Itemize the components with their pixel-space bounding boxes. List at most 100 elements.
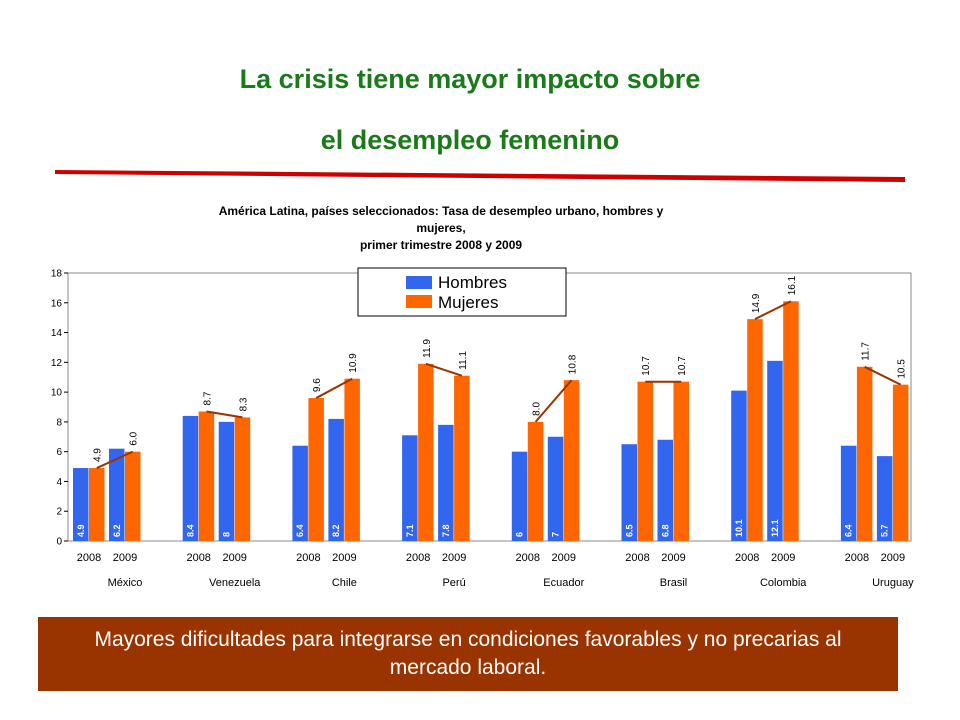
- x-year-label: 2008: [296, 552, 320, 564]
- x-country-label: Brasil: [660, 577, 688, 589]
- trend-line-mujeres: [315, 377, 353, 399]
- data-label-mujeres-2008: 8.7: [202, 391, 213, 405]
- bar-hombres-2008: [182, 415, 199, 541]
- bar-hombres-2008: [511, 451, 528, 541]
- data-label-mujeres-2008: 10.7: [641, 356, 652, 376]
- bar-mujeres-2008: [637, 381, 653, 541]
- chart-title-line-2: mujeres,: [416, 221, 465, 235]
- y-tick-label: 12: [51, 358, 63, 369]
- x-year-label: 2008: [186, 552, 210, 564]
- bar-mujeres-2008: [747, 319, 763, 541]
- legend-swatch-hombres: [406, 276, 432, 289]
- data-label-mujeres-2009: 10.8: [568, 354, 579, 374]
- bar-mujeres-2008: [308, 398, 324, 541]
- bar-hombres-2009: [657, 439, 673, 541]
- slide-title-line2: el desempleo femenino: [320, 125, 620, 155]
- y-tick-label: 8: [56, 417, 62, 428]
- y-tick-label: 0: [56, 537, 62, 548]
- bar-hombres-2008: [731, 390, 747, 541]
- data-label-mujeres-2009: 11.1: [458, 351, 469, 370]
- x-country-label: Uruguay: [872, 577, 914, 589]
- x-year-label: 2008: [735, 552, 759, 564]
- y-tick-label: 6: [56, 447, 62, 458]
- data-label-hombres-2008: 6.4: [844, 524, 854, 537]
- data-label-hombres-2009: 5.7: [880, 524, 890, 537]
- bar-mujeres-2009: [783, 301, 799, 541]
- x-year-label: 2009: [661, 552, 685, 564]
- data-label-mujeres-2009: 8.3: [238, 397, 249, 411]
- bar-mujeres-2009: [344, 378, 360, 541]
- trend-line-mujeres: [425, 362, 463, 377]
- data-label-mujeres-2008: 4.9: [93, 448, 104, 462]
- data-label-mujeres-2008: 11.7: [861, 342, 872, 361]
- bar-hombres-2009: [328, 418, 344, 541]
- x-country-label: Perú: [442, 577, 465, 589]
- y-tick-label: 14: [51, 328, 63, 339]
- bar-hombres-2009: [547, 436, 564, 541]
- data-label-mujeres-2009: 10.7: [677, 356, 688, 376]
- data-label-mujeres-2008: 9.6: [312, 378, 323, 392]
- chart-title-line-1: América Latina, países seleccionados: Ta…: [219, 204, 664, 218]
- data-label-mujeres-2009: 10.5: [897, 359, 908, 379]
- y-tick-label: 4: [56, 477, 62, 488]
- x-year-label: 2008: [77, 552, 101, 564]
- legend-label-hombres: Hombres: [438, 273, 507, 292]
- bar-mujeres-2009: [892, 384, 909, 541]
- data-label-hombres-2008: 8.4: [185, 524, 195, 537]
- bar-hombres-2009: [109, 448, 125, 541]
- x-year-label: 2008: [625, 552, 649, 564]
- bar-hombres-2008: [402, 435, 418, 541]
- caption-text: Mayores dificultades para integrarse en …: [94, 628, 842, 679]
- bar-mujeres-2009: [125, 451, 141, 541]
- trend-line-mujeres: [96, 450, 134, 469]
- data-label-hombres-2009: 7: [551, 532, 561, 537]
- data-label-mujeres-2008: 8.0: [532, 402, 543, 416]
- x-country-label: Colombia: [760, 577, 807, 589]
- data-label-hombres-2008: 7.1: [405, 524, 415, 537]
- x-year-label: 2009: [222, 552, 246, 564]
- x-year-label: 2009: [881, 552, 905, 564]
- data-label-hombres-2008: 4.9: [76, 524, 86, 537]
- slide-title-line1: La crisis tiene mayor impacto sobre: [239, 64, 701, 94]
- title-divider-line: [55, 170, 905, 182]
- trend-line-mujeres: [206, 410, 243, 419]
- bar-mujeres-2008: [856, 366, 873, 541]
- data-label-hombres-2009: 6.8: [660, 524, 670, 537]
- y-tick-label: 18: [51, 269, 63, 280]
- bar-mujeres-2009: [454, 375, 470, 541]
- data-label-hombres-2008: 6: [515, 532, 525, 537]
- x-year-label: 2009: [442, 552, 466, 564]
- data-label-hombres-2009: 6.2: [112, 524, 122, 537]
- caption-box: Mayores dificultades para integrarse en …: [38, 617, 898, 691]
- bar-mujeres-2008: [527, 421, 544, 541]
- legend-label-mujeres: Mujeres: [438, 293, 498, 312]
- legend-box: [357, 267, 567, 317]
- x-year-label: 2009: [771, 552, 795, 564]
- trend-line-mujeres: [754, 300, 792, 321]
- data-label-hombres-2009: 7.8: [441, 524, 451, 537]
- x-country-label: México: [108, 577, 143, 589]
- title-divider: [55, 170, 905, 182]
- bar-hombres-2009: [218, 421, 235, 541]
- data-label-hombres-2008: 6.4: [295, 524, 305, 537]
- data-label-hombres-2009: 8: [221, 532, 231, 537]
- chart-title-line-3: primer trimestre 2008 y 2009: [360, 238, 522, 252]
- bar-mujeres-2008: [418, 363, 434, 541]
- x-year-label: 2008: [845, 552, 869, 564]
- x-country-label: Chile: [332, 577, 357, 589]
- bar-hombres-2008: [73, 468, 89, 541]
- data-label-mujeres-2008: 11.9: [422, 339, 433, 358]
- bar-mujeres-2009: [234, 417, 251, 541]
- data-label-hombres-2008: 6.5: [624, 524, 634, 537]
- x-year-label: 2009: [113, 552, 137, 564]
- data-label-mujeres-2008: 14.9: [751, 293, 762, 313]
- x-year-label: 2009: [332, 552, 356, 564]
- x-year-label: 2009: [552, 552, 576, 564]
- bar-hombres-2008: [292, 445, 308, 541]
- y-tick-label: 2: [56, 507, 62, 518]
- bar-hombres-2008: [840, 445, 857, 541]
- data-label-hombres-2009: 12.1: [770, 519, 780, 537]
- bar-mujeres-2008: [198, 411, 215, 541]
- bar-hombres-2009: [876, 456, 893, 541]
- bar-hombres-2009: [767, 360, 783, 541]
